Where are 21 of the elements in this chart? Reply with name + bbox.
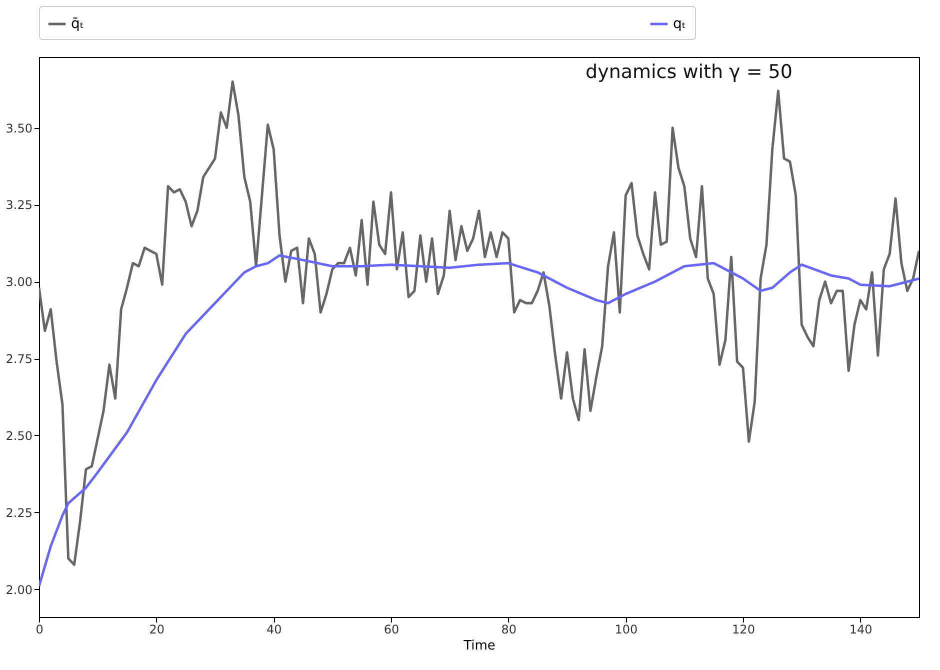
x-axis-title: Time	[462, 638, 496, 654]
x-tick-label: 20	[149, 622, 164, 636]
x-tick-label: 40	[266, 622, 282, 636]
annotation: dynamics with γ = 50	[586, 61, 792, 83]
line-series	[39, 254, 919, 588]
legend-label: q̄ₜ	[71, 16, 84, 32]
x-tick-label: 140	[849, 622, 872, 636]
line-series	[39, 80, 919, 566]
x-tick-label: 60	[384, 622, 400, 636]
x-tick-label: 120	[732, 622, 755, 636]
x-tick-label: 100	[614, 622, 638, 636]
y-tick-label: 2.75	[6, 352, 32, 366]
y-tick-label: 3.00	[6, 275, 32, 290]
legend-label: qₜ	[673, 16, 686, 32]
y-tick-label: 3.50	[6, 121, 32, 136]
x-tick-label: 0	[36, 622, 44, 636]
y-tick-label: 2.00	[6, 582, 32, 597]
x-tick-label: 80	[501, 622, 516, 636]
y-tick-label: 2.25	[6, 506, 32, 520]
y-tick-label: 3.25	[6, 198, 32, 212]
y-tick-label: 2.50	[6, 428, 32, 443]
